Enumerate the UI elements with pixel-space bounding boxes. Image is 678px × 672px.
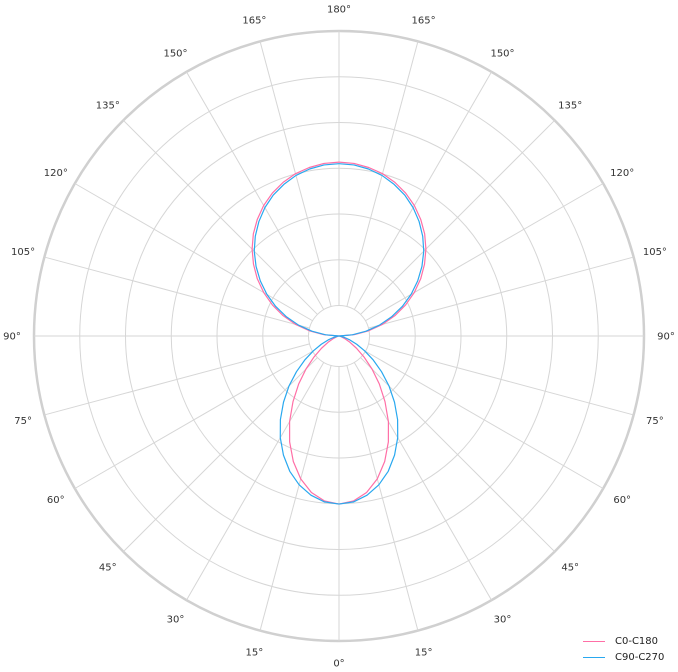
angle-tick-label: 120°	[44, 168, 68, 179]
angle-tick-label: 75°	[14, 416, 32, 427]
angle-tick-label: 165°	[412, 16, 436, 27]
grid-spoke	[365, 350, 604, 489]
angle-tick-label: 15°	[246, 647, 264, 658]
legend-swatch	[583, 656, 605, 658]
grid-spoke	[353, 362, 492, 601]
angle-tick-label: 75°	[646, 416, 664, 427]
grid-spoke	[186, 362, 325, 601]
angle-tick-label: 15°	[415, 647, 433, 658]
legend-swatch	[583, 640, 605, 642]
grid-spoke	[346, 365, 419, 631]
legend: C0-C180 C90-C270	[580, 633, 664, 665]
angle-tick-label: 90°	[3, 332, 21, 343]
grid-spoke	[353, 71, 492, 310]
grid-spoke	[365, 183, 604, 322]
angle-tick-labels: 0° 15° 15° 30° 30° 45° 45° 60° 60° 75° 75° 90° 90° 10…	[3, 5, 675, 670]
grid-spoke	[44, 343, 310, 416]
series-line-c0-c180	[251, 161, 340, 505]
grid-spoke	[368, 343, 634, 416]
angle-tick-label: 165°	[242, 16, 266, 27]
legend-label: C90-C270	[615, 651, 665, 663]
angle-tick-label: 105°	[11, 247, 35, 258]
grid-spoke	[74, 183, 313, 322]
angle-tick-label: 150°	[163, 48, 187, 59]
angle-tick-label: 60°	[613, 495, 631, 506]
grid-spoke	[186, 71, 325, 310]
angle-tick-label: 45°	[99, 563, 117, 574]
angle-tick-label: 90°	[657, 332, 675, 343]
grid-spoke	[44, 256, 310, 329]
angle-tick-label: 30°	[494, 615, 512, 626]
angle-tick-label: 135°	[96, 100, 120, 111]
angle-tick-label: 30°	[167, 615, 185, 626]
angle-tick-label: 135°	[558, 100, 582, 111]
legend-item-c0-c180: C0-C180	[580, 633, 664, 649]
grid-spoke	[122, 357, 318, 553]
angle-tick-label: 120°	[610, 168, 634, 179]
grid-spoke	[368, 256, 634, 329]
grid-spoke	[259, 365, 332, 631]
grid-spoke	[122, 119, 318, 315]
legend-item-c90-c270: C90-C270	[580, 649, 664, 665]
angle-tick-label: 150°	[490, 48, 514, 59]
angle-tick-label: 105°	[643, 247, 667, 258]
angle-tick-label: 60°	[47, 495, 65, 506]
series-line-c0-c180	[338, 161, 427, 505]
angle-tick-label: 45°	[561, 563, 579, 574]
legend-label: C0-C180	[615, 635, 659, 647]
angle-tick-label: 180°	[327, 5, 351, 16]
angle-tick-label: 0°	[333, 659, 344, 670]
grid-spoke	[360, 119, 556, 315]
curves	[251, 161, 427, 505]
series-line-c90-c270	[253, 163, 340, 505]
grid-spoke	[74, 350, 313, 489]
grid-spoke	[360, 357, 556, 553]
